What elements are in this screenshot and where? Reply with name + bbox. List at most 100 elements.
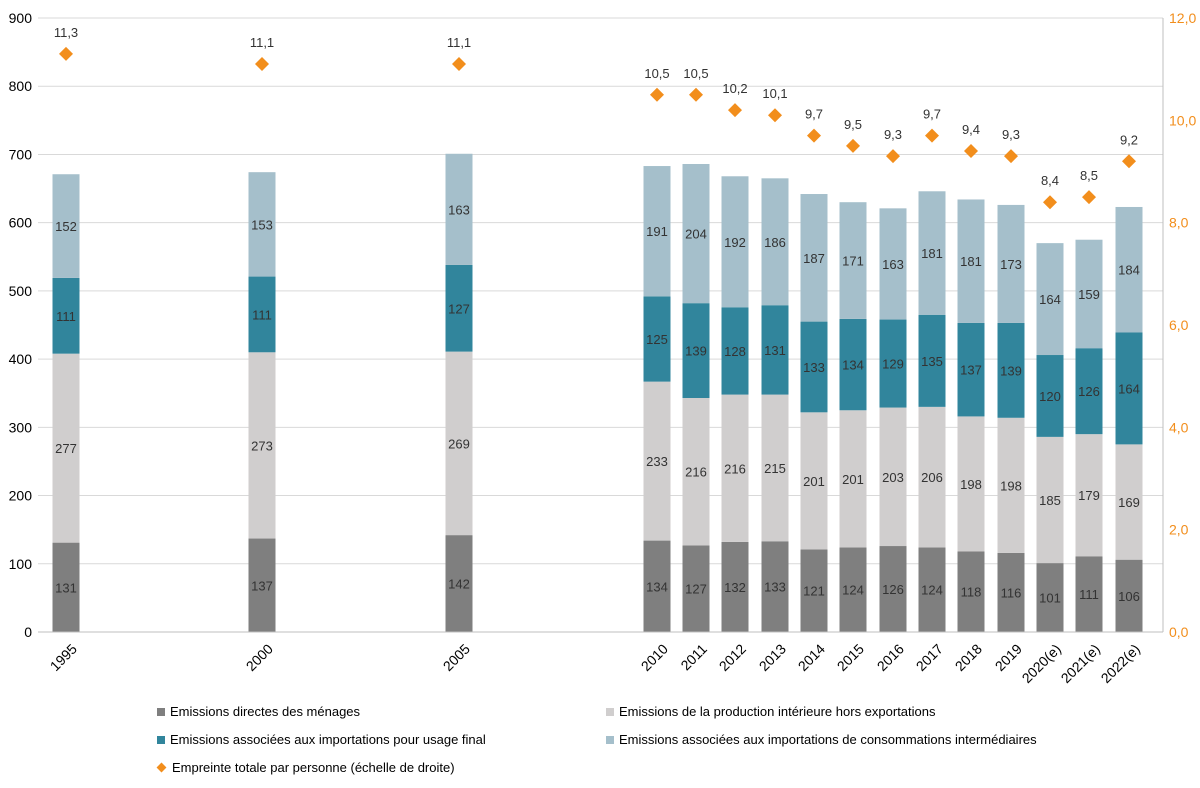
line-point-label: 9,5 — [844, 117, 862, 132]
bar-segment — [800, 412, 828, 550]
bar-segment — [1036, 243, 1064, 356]
bar-segment — [761, 305, 789, 395]
bar-data-label: 131 — [55, 580, 77, 595]
legend-item-production: Emissions de la production intérieure ho… — [606, 704, 936, 719]
bar-data-label: 181 — [921, 246, 943, 261]
bar-segment — [839, 547, 867, 632]
bar-data-label: 164 — [1118, 381, 1140, 396]
bar-data-label: 118 — [961, 585, 982, 600]
bar-segment — [879, 546, 907, 632]
bar-data-label: 269 — [448, 436, 470, 451]
bar-data-label: 215 — [764, 461, 786, 476]
bar-segment — [918, 547, 946, 632]
x-tick-label: 1995 — [47, 641, 80, 674]
bar-data-label: 120 — [1039, 389, 1061, 404]
line-point-marker — [452, 57, 466, 72]
bar-data-label: 116 — [1001, 585, 1022, 600]
bar-data-label: 137 — [251, 578, 273, 593]
bar-data-label: 126 — [882, 582, 904, 597]
line-point-marker — [807, 128, 821, 143]
bar-segment — [721, 307, 749, 395]
legend-label-production: Emissions de la production intérieure ho… — [619, 704, 936, 719]
line-point-label: 10,5 — [644, 66, 669, 81]
bar-segment — [643, 296, 671, 382]
bar-data-label: 135 — [921, 354, 943, 369]
legend-item-footprint: Empreinte totale par personne (échelle d… — [156, 760, 455, 775]
line-point-label: 10,2 — [722, 81, 747, 96]
bar-segment — [918, 406, 946, 548]
bar-segment — [879, 407, 907, 547]
bar-data-label: 134 — [842, 358, 864, 373]
bar-segment — [839, 410, 867, 548]
x-tick-label: 2020(e) — [1019, 641, 1064, 686]
x-tick-label: 2015 — [834, 641, 867, 674]
bar-data-label: 163 — [882, 257, 904, 272]
bar-segment — [879, 208, 907, 320]
bar-data-label: 201 — [803, 474, 825, 489]
bar-segment — [957, 199, 985, 323]
line-point-label: 8,4 — [1041, 173, 1059, 188]
bars: 131 277 111 152 137 273 111 153 142 269 127 163 134 2… — [52, 153, 1143, 632]
x-tick-label: 2012 — [716, 641, 749, 674]
bar-segment — [721, 541, 749, 632]
bar-segment — [1075, 239, 1103, 349]
legend-label-imports-final: Emissions associées aux importations pou… — [170, 732, 486, 747]
bar-data-label: 203 — [882, 470, 904, 485]
line-point-label: 9,2 — [1120, 132, 1138, 147]
bar-segment — [800, 549, 828, 632]
bar-data-label: 159 — [1078, 287, 1100, 302]
line-point-marker — [1004, 149, 1018, 164]
y2-tick-label: 0,0 — [1169, 624, 1189, 640]
bar-data-label: 186 — [764, 235, 786, 250]
bar-segment — [721, 176, 749, 308]
y-tick-label: 500 — [9, 283, 33, 299]
bar-segment — [918, 191, 946, 315]
line-point-label: 10,5 — [683, 66, 708, 81]
bar-data-label: 173 — [1000, 257, 1022, 272]
y-tick-label: 200 — [9, 488, 33, 504]
bar-segment — [1115, 444, 1143, 560]
bar-segment — [1075, 434, 1103, 557]
legend-item-imports-intermediate: Emissions associées aux importations de … — [606, 732, 1037, 747]
line-point-label: 11,1 — [447, 35, 471, 50]
bar-data-label: 137 — [960, 363, 982, 378]
bar-segment — [761, 541, 789, 632]
bar-data-label: 127 — [685, 582, 707, 597]
y2-tick-label: 8,0 — [1169, 215, 1189, 231]
bar-data-label: 101 — [1039, 591, 1061, 606]
bar-data-label: 126 — [1078, 384, 1100, 399]
bar-segment — [248, 352, 276, 539]
line-point-label: 9,7 — [923, 107, 941, 122]
y-tick-label: 300 — [9, 419, 33, 435]
bar-segment — [248, 172, 276, 277]
line-point-label: 9,7 — [805, 107, 823, 122]
bar-segment — [682, 303, 710, 398]
bar-data-label: 142 — [448, 577, 470, 592]
bar-segment — [1036, 436, 1064, 564]
x-tick-label: 2022(e) — [1098, 641, 1143, 686]
line-point-marker — [925, 128, 939, 143]
x-tick-label: 2011 — [677, 641, 710, 674]
bar-data-label: 277 — [55, 441, 77, 456]
x-tick-label: 2019 — [992, 641, 1025, 674]
bar-segment — [1036, 355, 1064, 437]
line-point-label: 9,3 — [884, 127, 902, 142]
bar-segment — [445, 153, 473, 265]
legend-swatch-direct — [157, 707, 165, 716]
bar-data-label: 129 — [882, 357, 904, 372]
line-point-marker — [255, 57, 269, 72]
bar-data-label: 233 — [646, 454, 668, 469]
line-point-label: 11,1 — [250, 35, 274, 50]
bar-segment — [761, 178, 789, 306]
bar-data-label: 111 — [1079, 587, 1099, 602]
legend-label-direct: Emissions directes des ménages — [170, 704, 361, 719]
bar-data-label: 124 — [842, 583, 864, 598]
bar-segment — [682, 397, 710, 546]
bar-segment — [1115, 332, 1143, 445]
bar-segment — [957, 416, 985, 552]
bar-data-label: 206 — [921, 470, 943, 485]
bar-segment — [445, 351, 473, 536]
line-point-marker — [1082, 190, 1096, 205]
line-point-marker — [846, 138, 860, 153]
